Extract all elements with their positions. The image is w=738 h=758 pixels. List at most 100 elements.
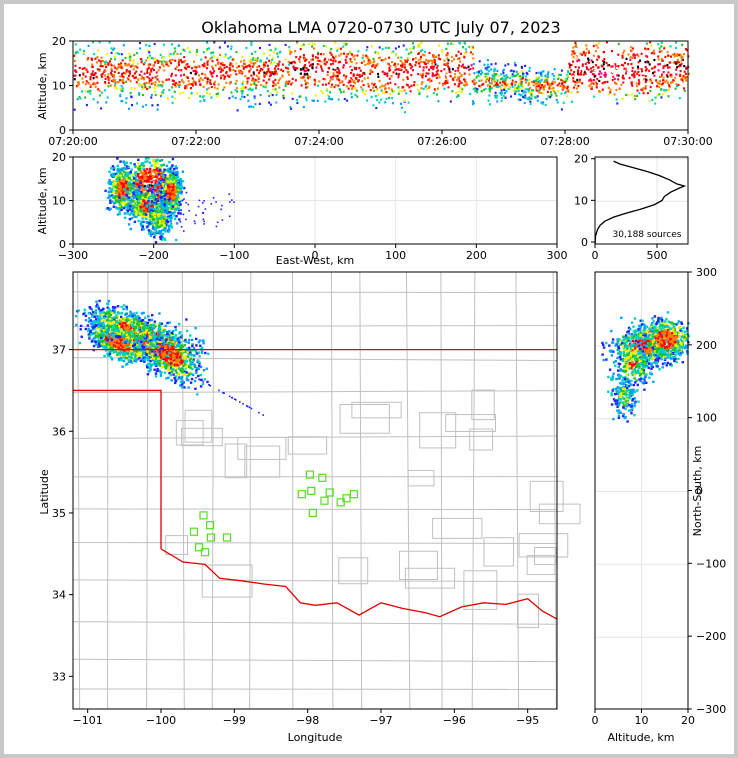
alt-time-density-cell xyxy=(133,53,136,56)
alt-time-density-cell xyxy=(305,86,307,89)
alt-ew-density-cell xyxy=(149,174,152,177)
alt-time-density-cell xyxy=(240,87,243,90)
alt-ew-density-cell xyxy=(175,207,178,210)
alt-time-density-cell xyxy=(174,83,176,86)
alt-time-density-cell xyxy=(371,82,373,85)
alt-time-density-cell xyxy=(249,65,252,68)
alt-time-density-cell xyxy=(180,69,183,72)
alt-time-density-cell xyxy=(644,61,647,64)
alt-time-density-cell xyxy=(469,65,472,68)
alt-ew-density-cell xyxy=(168,196,172,199)
alt-time-density-cell xyxy=(528,82,530,85)
alt-ew-density-cell xyxy=(156,218,159,221)
alt-ew-density-cell xyxy=(132,179,135,182)
alt-ew-xticks: −300 −200 −100 0 100 200 300 xyxy=(58,244,568,262)
alt-ew-density-cell xyxy=(144,195,147,199)
alt-ew-density-cell xyxy=(116,157,119,160)
alt-time-density-cell xyxy=(579,52,582,55)
alt-ew-density-cell xyxy=(177,191,180,194)
alt-time-density-cell xyxy=(591,86,593,89)
alt-time-density-cell xyxy=(205,76,208,79)
alt-time-density-cell xyxy=(162,89,165,92)
alt-ew-density-cell xyxy=(123,212,127,215)
alt-ew-density-cell xyxy=(132,199,135,203)
alt-time-density-cell xyxy=(486,72,488,75)
alt-time-density-cell xyxy=(593,59,596,62)
alt-time-density-cell xyxy=(642,73,645,77)
alt-ew-density-cell xyxy=(158,204,161,208)
alt-time-density-cell xyxy=(660,88,663,91)
alt-ew-density-cell xyxy=(137,158,140,162)
alt-time-density-cell xyxy=(445,47,448,50)
alt-time-density-cell xyxy=(284,58,287,61)
alt-time-density-cell xyxy=(196,92,199,95)
alt-time-density-cell xyxy=(571,73,574,76)
alt-time-density-cell xyxy=(293,67,295,70)
alt-time-density-cell xyxy=(168,54,171,57)
alt-time-density-cell xyxy=(323,62,326,65)
alt-ew-density-cell xyxy=(134,181,137,184)
alt-ew-density-cell xyxy=(141,184,144,188)
alt-time-density-cell xyxy=(638,92,641,95)
alt-ew-density-cell xyxy=(169,167,172,171)
alt-time-density-cell xyxy=(235,62,238,65)
alt-time-density-cell xyxy=(171,79,174,82)
alt-time-density-cell xyxy=(303,58,306,61)
alt-ew-density-cell xyxy=(122,172,125,175)
alt-ew-density-cell xyxy=(161,175,165,178)
alt-time-density-cell xyxy=(560,78,563,82)
alt-time-density-cell xyxy=(160,60,163,63)
alt-time-density-cell xyxy=(326,94,329,97)
alt-time-density-cell xyxy=(647,92,649,95)
alt-time-density-cell xyxy=(576,60,579,63)
alt-time-density-cell xyxy=(129,65,132,68)
alt-time-density-cell xyxy=(626,68,629,71)
alt-time-density-cell xyxy=(460,52,462,55)
alt-time-density-cell xyxy=(386,72,389,75)
alt-ew-density-cell xyxy=(159,184,163,188)
alt-ew-density-cell xyxy=(148,216,152,219)
alt-time-density-cell xyxy=(278,79,280,82)
alt-ew-density-cell xyxy=(123,180,127,183)
alt-time-density-cell xyxy=(271,88,274,91)
alt-time-density-cell xyxy=(412,42,414,45)
alt-time-density-cell xyxy=(588,51,590,54)
alt-time-density-cell xyxy=(406,71,409,74)
alt-time-density-cell xyxy=(156,103,159,107)
alt-ew-density-cell xyxy=(123,188,126,191)
alt-ew-density-cell xyxy=(122,196,125,200)
alt-time-density-cell xyxy=(548,85,551,88)
alt-ew-density-cell xyxy=(155,222,158,226)
alt-time-density-cell xyxy=(279,70,282,73)
alt-time-density-cell xyxy=(77,83,79,87)
alt-time-density-cell xyxy=(362,72,365,75)
alt-time-density-cell xyxy=(684,78,687,81)
alt-time-density-cell xyxy=(241,72,244,75)
alt-ew-density-cell xyxy=(110,194,114,197)
alt-ew-density-cell xyxy=(128,172,131,175)
alt-time-density-cell xyxy=(654,96,657,99)
alt-time-density-cell xyxy=(135,81,138,84)
alt-time-density-cell xyxy=(104,74,106,77)
alt-time-density-cell xyxy=(493,80,496,83)
alt-time-density-cell xyxy=(231,95,234,98)
alt-time-density-cell xyxy=(84,90,87,93)
alt-ew-density-cell xyxy=(136,204,139,207)
alt-time-density-cell xyxy=(215,74,218,78)
alt-time-density-cell xyxy=(92,98,95,101)
alt-ew-density-cell xyxy=(156,224,159,228)
alt-time-density-cell xyxy=(411,65,414,68)
alt-time-density-cell xyxy=(647,61,650,64)
alt-time-density-cell xyxy=(437,100,440,103)
alt-ew-density-cell xyxy=(159,177,162,181)
alt-ew-density-cell xyxy=(171,157,175,161)
alt-time-density-cell xyxy=(330,47,333,51)
alt-time-density-cell xyxy=(473,83,476,86)
alt-ew-density-cell xyxy=(132,204,136,208)
alt-time-density-cell xyxy=(375,85,377,88)
alt-ew-density-cell xyxy=(173,217,177,221)
alt-ew-density-cell xyxy=(114,206,118,209)
alt-ew-density-cell xyxy=(113,166,116,169)
alt-ew-density-cell xyxy=(151,231,154,234)
alt-time-density-cell xyxy=(352,73,355,76)
